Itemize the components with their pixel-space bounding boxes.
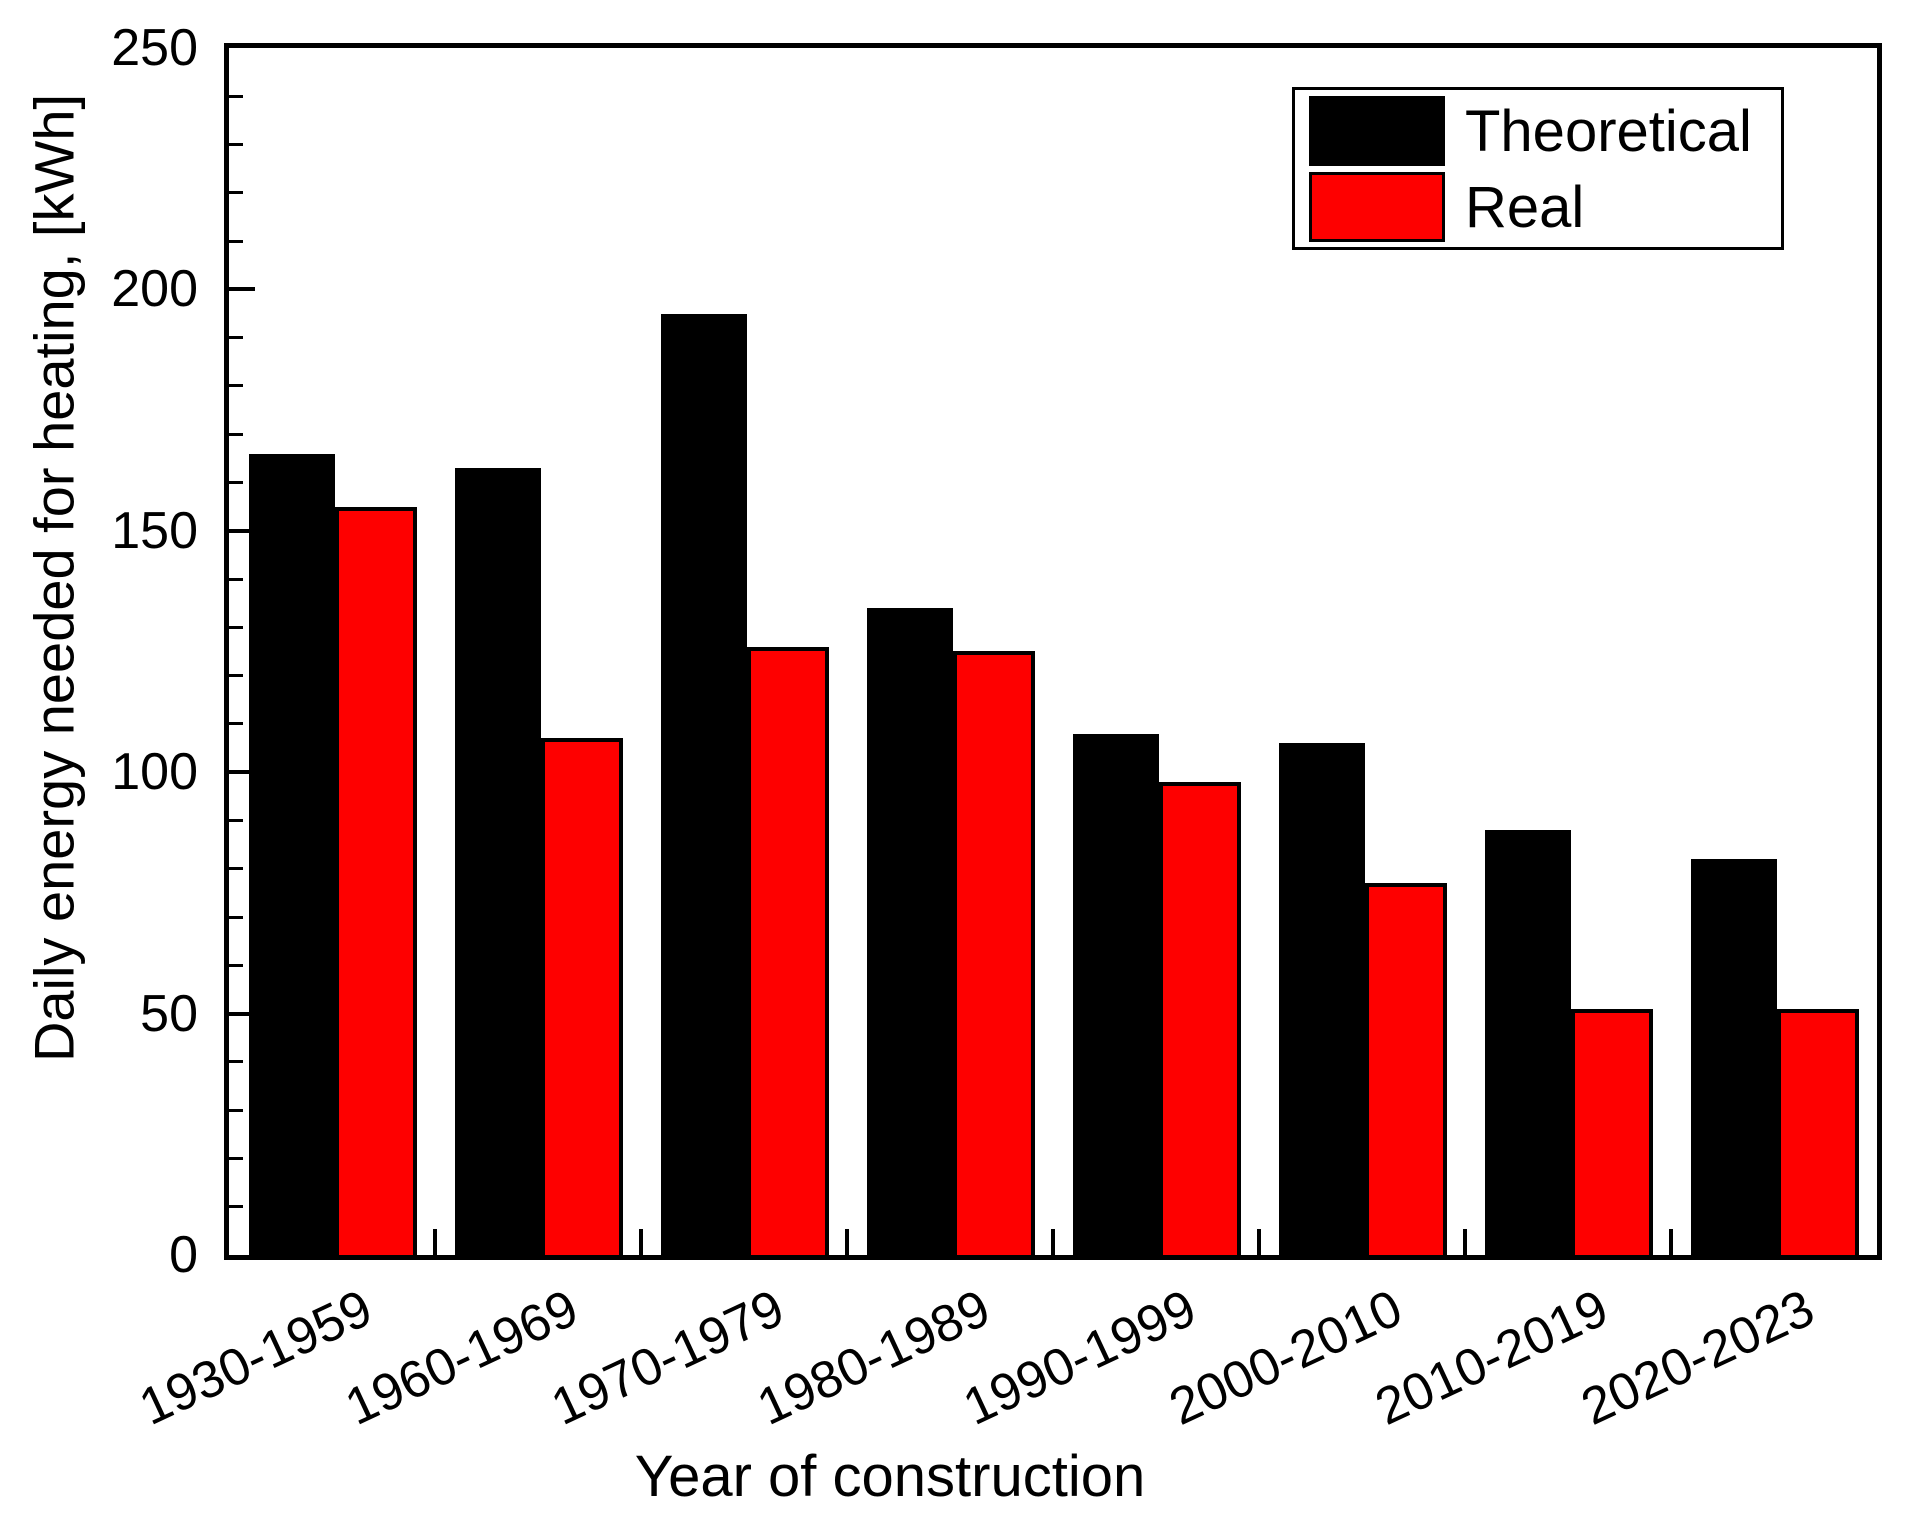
bar-theoretical-2020-2023 bbox=[1691, 859, 1777, 1255]
x-boundary-tick-5 bbox=[1257, 1229, 1261, 1255]
x-tick-label-2010-2019: 2010-2019 bbox=[1367, 1279, 1618, 1437]
legend: Theoretical Real bbox=[1292, 87, 1784, 250]
bar-real-2020-2023 bbox=[1777, 1009, 1859, 1255]
y-major-tick-150 bbox=[229, 529, 255, 533]
legend-label-theoretical: Theoretical bbox=[1465, 98, 1752, 164]
y-tick-label-50: 50 bbox=[140, 985, 198, 1043]
y-minor-tick-40 bbox=[229, 1060, 243, 1063]
x-boundary-tick-7 bbox=[1669, 1229, 1673, 1255]
y-minor-tick-70 bbox=[229, 916, 243, 919]
y-minor-tick-240 bbox=[229, 95, 243, 98]
bar-real-1980-1989 bbox=[953, 651, 1035, 1255]
legend-label-real: Real bbox=[1465, 174, 1585, 240]
y-tick-label-100: 100 bbox=[111, 743, 198, 801]
y-minor-tick-130 bbox=[229, 626, 243, 629]
bar-theoretical-1960-1969 bbox=[455, 468, 541, 1255]
y-major-tick-200 bbox=[229, 287, 255, 291]
x-boundary-tick-2 bbox=[639, 1229, 643, 1255]
y-minor-tick-90 bbox=[229, 819, 243, 822]
legend-row-theoretical: Theoretical bbox=[1309, 94, 1781, 168]
x-boundary-tick-1 bbox=[433, 1229, 437, 1255]
bar-real-1960-1969 bbox=[541, 738, 623, 1255]
y-tick-label-250: 250 bbox=[111, 19, 198, 77]
y-minor-tick-220 bbox=[229, 191, 243, 194]
y-major-tick-50 bbox=[229, 1012, 255, 1016]
bar-theoretical-1980-1989 bbox=[867, 608, 953, 1255]
y-minor-tick-60 bbox=[229, 964, 243, 967]
y-minor-tick-110 bbox=[229, 722, 243, 725]
y-minor-tick-190 bbox=[229, 336, 243, 339]
bar-theoretical-1930-1959 bbox=[249, 454, 335, 1255]
y-minor-tick-30 bbox=[229, 1109, 243, 1112]
bar-real-1970-1979 bbox=[747, 647, 829, 1255]
y-minor-tick-160 bbox=[229, 481, 243, 484]
legend-swatch-real bbox=[1309, 172, 1445, 242]
y-minor-tick-120 bbox=[229, 674, 243, 677]
bar-theoretical-2010-2019 bbox=[1485, 830, 1571, 1255]
x-tick-label-2020-2023: 2020-2023 bbox=[1573, 1279, 1824, 1437]
x-tick-label-1960-1969: 1960-1969 bbox=[337, 1279, 588, 1437]
y-minor-tick-80 bbox=[229, 867, 243, 870]
plot-area bbox=[224, 43, 1882, 1260]
y-minor-tick-140 bbox=[229, 578, 243, 581]
plot-inner bbox=[229, 48, 1877, 1255]
y-tick-label-200: 200 bbox=[111, 260, 198, 318]
bar-real-2000-2010 bbox=[1365, 883, 1447, 1255]
bar-theoretical-2000-2010 bbox=[1279, 743, 1365, 1255]
bar-theoretical-1970-1979 bbox=[661, 314, 747, 1255]
y-axis-title: Daily energy needed for heating, [kWh] bbox=[22, 93, 86, 1063]
y-minor-tick-210 bbox=[229, 240, 243, 243]
x-tick-label-1970-1979: 1970-1979 bbox=[543, 1279, 794, 1437]
bar-real-1990-1999 bbox=[1159, 782, 1241, 1255]
legend-row-real: Real bbox=[1309, 170, 1781, 244]
y-minor-tick-20 bbox=[229, 1157, 243, 1160]
y-minor-tick-230 bbox=[229, 143, 243, 146]
x-tick-label-1930-1959: 1930-1959 bbox=[131, 1279, 382, 1437]
legend-swatch-theoretical bbox=[1309, 96, 1445, 166]
x-boundary-tick-6 bbox=[1463, 1229, 1467, 1255]
y-major-tick-100 bbox=[229, 770, 255, 774]
x-axis-title: Year of construction bbox=[634, 1444, 1146, 1509]
x-boundary-tick-3 bbox=[845, 1229, 849, 1255]
x-tick-label-1980-1989: 1980-1989 bbox=[749, 1279, 1000, 1437]
x-tick-label-2000-2010: 2000-2010 bbox=[1161, 1279, 1412, 1437]
bar-theoretical-1990-1999 bbox=[1073, 734, 1159, 1255]
bar-real-2010-2019 bbox=[1571, 1009, 1653, 1255]
x-tick-label-1990-1999: 1990-1999 bbox=[955, 1279, 1206, 1437]
x-boundary-tick-4 bbox=[1051, 1229, 1055, 1255]
y-tick-label-0: 0 bbox=[169, 1226, 198, 1284]
bar-real-1930-1959 bbox=[335, 507, 417, 1255]
y-tick-label-150: 150 bbox=[111, 502, 198, 560]
y-minor-tick-10 bbox=[229, 1205, 243, 1208]
y-minor-tick-180 bbox=[229, 384, 243, 387]
y-minor-tick-170 bbox=[229, 433, 243, 436]
